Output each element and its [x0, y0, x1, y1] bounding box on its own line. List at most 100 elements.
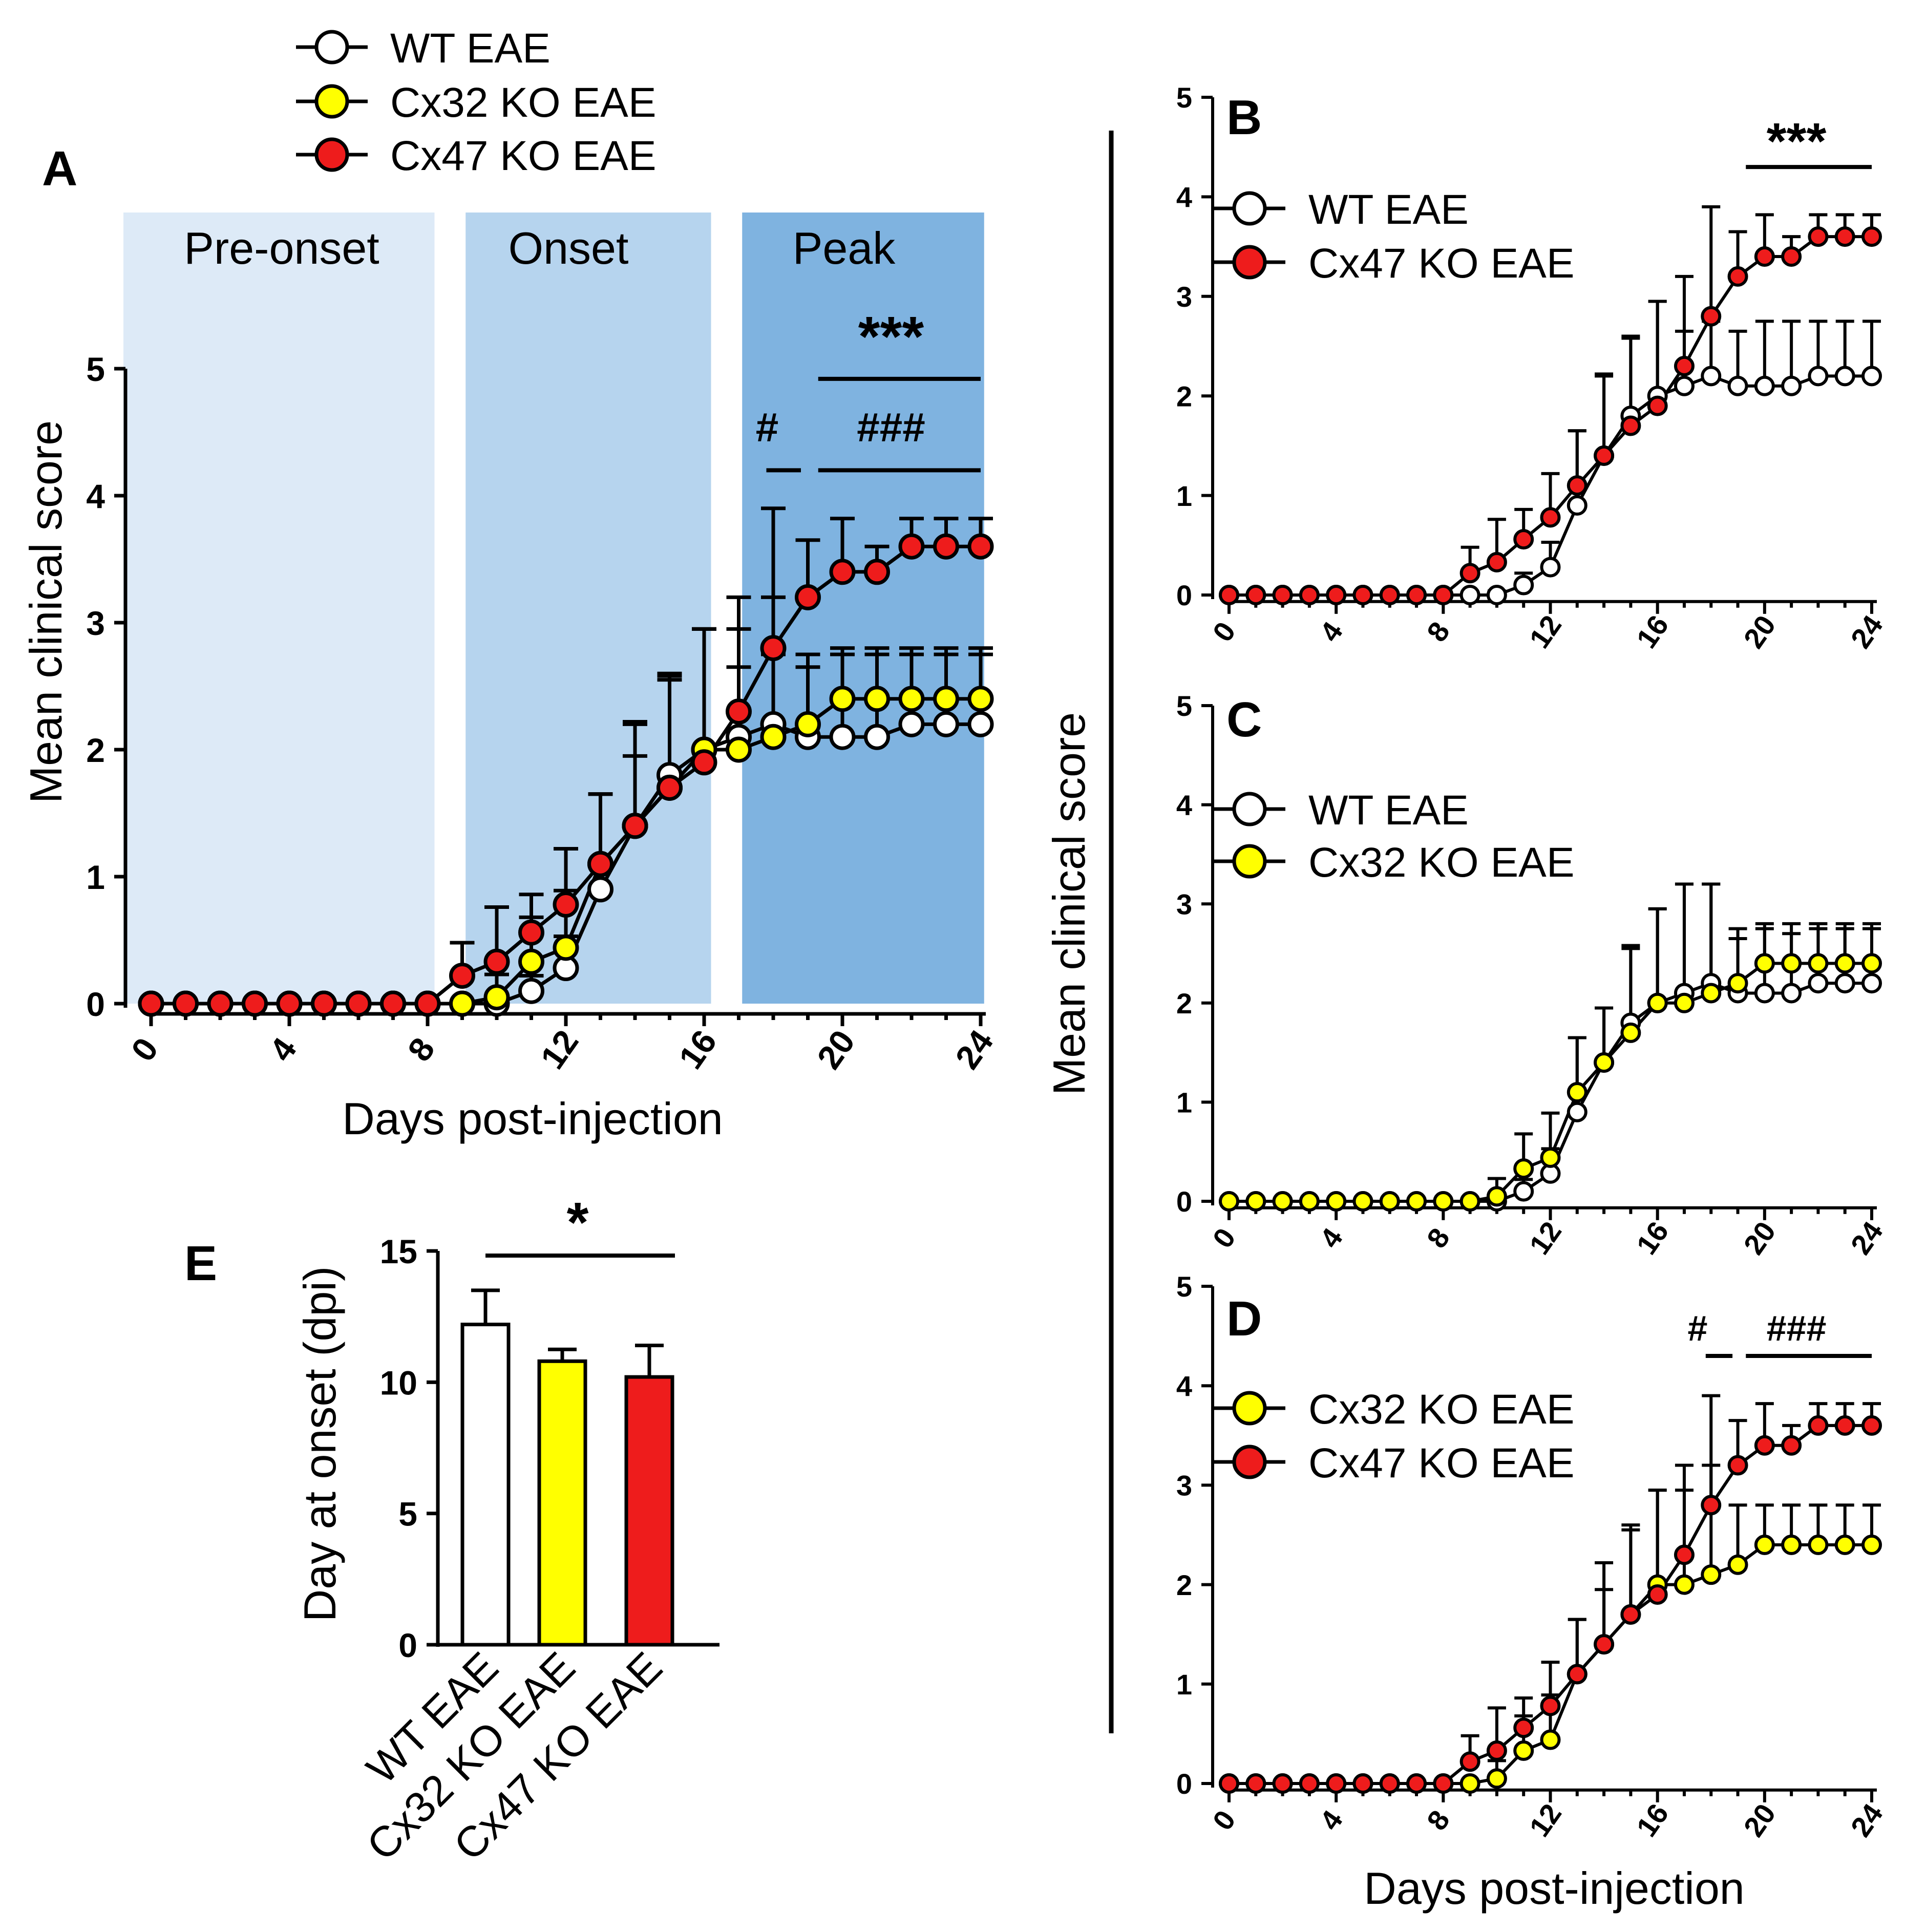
panel-b-point-wt-eae-day-22: [1808, 366, 1829, 387]
panel-d-point-cx47-ko-eae-day-15: [1620, 1604, 1641, 1625]
panel-b-point-cx47-ko-eae-day-2: [1272, 585, 1293, 605]
panel-a-x-axis-title: Days post-injection: [342, 1093, 723, 1144]
panel-c-xtick-label-20: 20: [1737, 1216, 1782, 1260]
panel-a-point-cx47-ko-eae-day-21: [864, 559, 890, 585]
panel-c-point-cx32-ko-eae-day-22: [1808, 953, 1829, 974]
panel-letter-c: C: [1226, 692, 1262, 747]
panel-c-point-wt-eae-day-13: [1567, 1101, 1588, 1122]
panel-a-point-wt-eae-day-22: [898, 711, 925, 737]
panel-c-point-cx32-ko-eae-day-13: [1567, 1082, 1588, 1103]
panel-b-xtick-label-12: 12: [1523, 609, 1568, 654]
panel-d-point-cx47-ko-eae-day-6: [1379, 1773, 1400, 1794]
panel-d-point-cx47-ko-eae-day-20: [1754, 1435, 1775, 1456]
panel-d-ytick-label-0: 0: [1176, 1768, 1192, 1800]
panel-d-ytick-label-5: 5: [1176, 1270, 1192, 1303]
panel-b-ytick-label-2: 2: [1176, 380, 1192, 412]
panel-d-point-cx47-ko-eae-day-1: [1245, 1773, 1266, 1794]
panel-a-point-cx32-ko-eae-day-17: [726, 736, 752, 763]
panel-c-point-cx32-ko-eae-day-0: [1219, 1191, 1239, 1212]
panel-a-xtick-label-24: 24: [948, 1023, 1001, 1076]
panel-d-point-cx47-ko-eae-day-8: [1433, 1773, 1454, 1794]
panel-a-point-cx32-ko-eae-day-22: [898, 686, 925, 712]
phase-band-onset: [465, 213, 711, 1004]
panel-b-point-cx47-ko-eae-day-18: [1701, 306, 1722, 327]
panel-a-point-cx47-ko-eae-day-7: [380, 990, 406, 1017]
panel-d-point-cx47-ko-eae-day-0: [1219, 1773, 1239, 1794]
panel-b-point-cx47-ko-eae-day-15: [1620, 415, 1641, 436]
panel-e-bar-cx47-ko-eae: [624, 1375, 674, 1647]
panel-a-point-cx32-ko-eae-day-10: [483, 984, 510, 1011]
panel-b-point-wt-eae-day-23: [1834, 366, 1855, 387]
panel-d-point-cx47-ko-eae-day-3: [1299, 1773, 1320, 1794]
panel-c-ytick-label-2: 2: [1176, 987, 1192, 1020]
panel-b-xtick-label-4: 4: [1313, 616, 1348, 648]
legend-top: WT EAE Cx32 KO EAE Cx47 KO EAE: [296, 25, 657, 179]
panel-a-point-cx47-ko-eae-day-5: [311, 990, 337, 1017]
panel-c-point-cx32-ko-eae-day-12: [1540, 1147, 1561, 1168]
panel-a-point-cx47-ko-eae-day-20: [829, 559, 856, 585]
panel-b-point-wt-eae-day-19: [1727, 375, 1748, 396]
panel-c-point-cx32-ko-eae-day-1: [1245, 1191, 1266, 1212]
panel-c-point-wt-eae-day-22: [1808, 973, 1829, 994]
panel-b-point-cx47-ko-eae-day-11: [1513, 529, 1534, 550]
panel-d-point-cx32-ko-eae-day-19: [1727, 1554, 1748, 1575]
panel-c-xtick-label-0: 0: [1206, 1222, 1241, 1254]
panel-a-xtick-label-0: 0: [123, 1031, 165, 1068]
panel-a-point-cx32-ko-eae-day-23: [933, 686, 959, 712]
panel-b-point-cx47-ko-eae-day-24: [1861, 226, 1882, 247]
panel-d-xtick-label-12: 12: [1523, 1798, 1568, 1842]
panel-b-point-cx47-ko-eae-day-16: [1647, 395, 1668, 416]
panel-b-xtick-label-24: 24: [1844, 609, 1889, 654]
panel-b-point-cx47-ko-eae-day-17: [1674, 355, 1695, 376]
panel-c-point-cx32-ko-eae-day-3: [1299, 1191, 1320, 1212]
panel-b-point-cx47-ko-eae-day-14: [1594, 445, 1615, 466]
legend-marker-wt: [314, 30, 349, 65]
panel-c-ytick-label-4: 4: [1176, 789, 1192, 821]
panel-c-ytick-label-1: 1: [1176, 1087, 1192, 1119]
panel-d-point-cx32-ko-eae-day-12: [1540, 1729, 1561, 1750]
panel-a-point-cx32-ko-eae-day-12: [553, 935, 579, 961]
panel-a-point-wt-eae-day-20: [829, 724, 856, 750]
panel-e-ytick-label-0: 0: [398, 1626, 417, 1664]
panel-d-point-cx32-ko-eae-day-17: [1674, 1574, 1695, 1595]
panel-b-point-cx47-ko-eae-day-8: [1433, 585, 1454, 605]
panel-c-xtick-label-12: 12: [1523, 1216, 1568, 1260]
panel-a-point-cx47-ko-eae-day-3: [242, 990, 268, 1017]
legend-d-label-cx47: Cx47 KO EAE: [1308, 1440, 1575, 1487]
panel-b-point-cx47-ko-eae-day-12: [1540, 507, 1561, 528]
panel-a-ytick-label-0: 0: [86, 985, 105, 1023]
legend-label-wt: WT EAE: [390, 25, 551, 72]
panel-b-point-cx47-ko-eae-day-20: [1754, 246, 1775, 267]
panel-a-point-cx47-ko-eae-day-2: [207, 990, 234, 1017]
panel-d-ytick-label-4: 4: [1176, 1370, 1192, 1402]
panel-c-point-cx32-ko-eae-day-20: [1754, 953, 1775, 974]
panel-b-point-wt-eae-day-18: [1701, 366, 1722, 387]
phase-band-pre-onset: [123, 213, 435, 1004]
panel-e-y-axis-title: Day at onset (dpi): [294, 1266, 345, 1622]
panel-letter-e: E: [184, 1236, 217, 1291]
panel-c-point-wt-eae-day-24: [1861, 973, 1882, 994]
panel-b-point-cx47-ko-eae-day-9: [1459, 563, 1480, 584]
panel-d-xtick-label-0: 0: [1206, 1804, 1241, 1836]
panel-b-ytick-label-1: 1: [1176, 480, 1192, 512]
panel-a-point-cx47-ko-eae-day-15: [657, 774, 683, 801]
panel-b-point-wt-eae-day-10: [1486, 585, 1507, 605]
panel-a-point-wt-eae-day-13: [587, 876, 613, 903]
panel-d-x-axis-title: Days post-injection: [1364, 1863, 1744, 1914]
panel-d-point-cx32-ko-eae-day-20: [1754, 1534, 1775, 1555]
panel-letter-a: A: [42, 141, 77, 196]
panel-c-xtick-label-8: 8: [1421, 1222, 1456, 1254]
panel-d-xtick-label-4: 4: [1313, 1804, 1348, 1836]
panel-a-point-wt-eae-day-11: [518, 978, 544, 1004]
panel-d-point-cx47-ko-eae-day-22: [1808, 1415, 1829, 1436]
panel-b-point-wt-eae-day-24: [1861, 366, 1882, 387]
panel-b-point-wt-eae-day-12: [1540, 557, 1561, 578]
panel-a-point-cx32-ko-eae-day-24: [967, 686, 994, 712]
panel-a-ytick-label-3: 3: [86, 604, 105, 642]
panel-e-ytick-label-10: 10: [380, 1364, 417, 1402]
panel-c-ytick-label-3: 3: [1176, 888, 1192, 920]
panel-b-ytick-label-3: 3: [1176, 281, 1192, 313]
panel-b-point-cx47-ko-eae-day-22: [1808, 226, 1829, 247]
panel-a-ytick-label-5: 5: [86, 350, 105, 388]
